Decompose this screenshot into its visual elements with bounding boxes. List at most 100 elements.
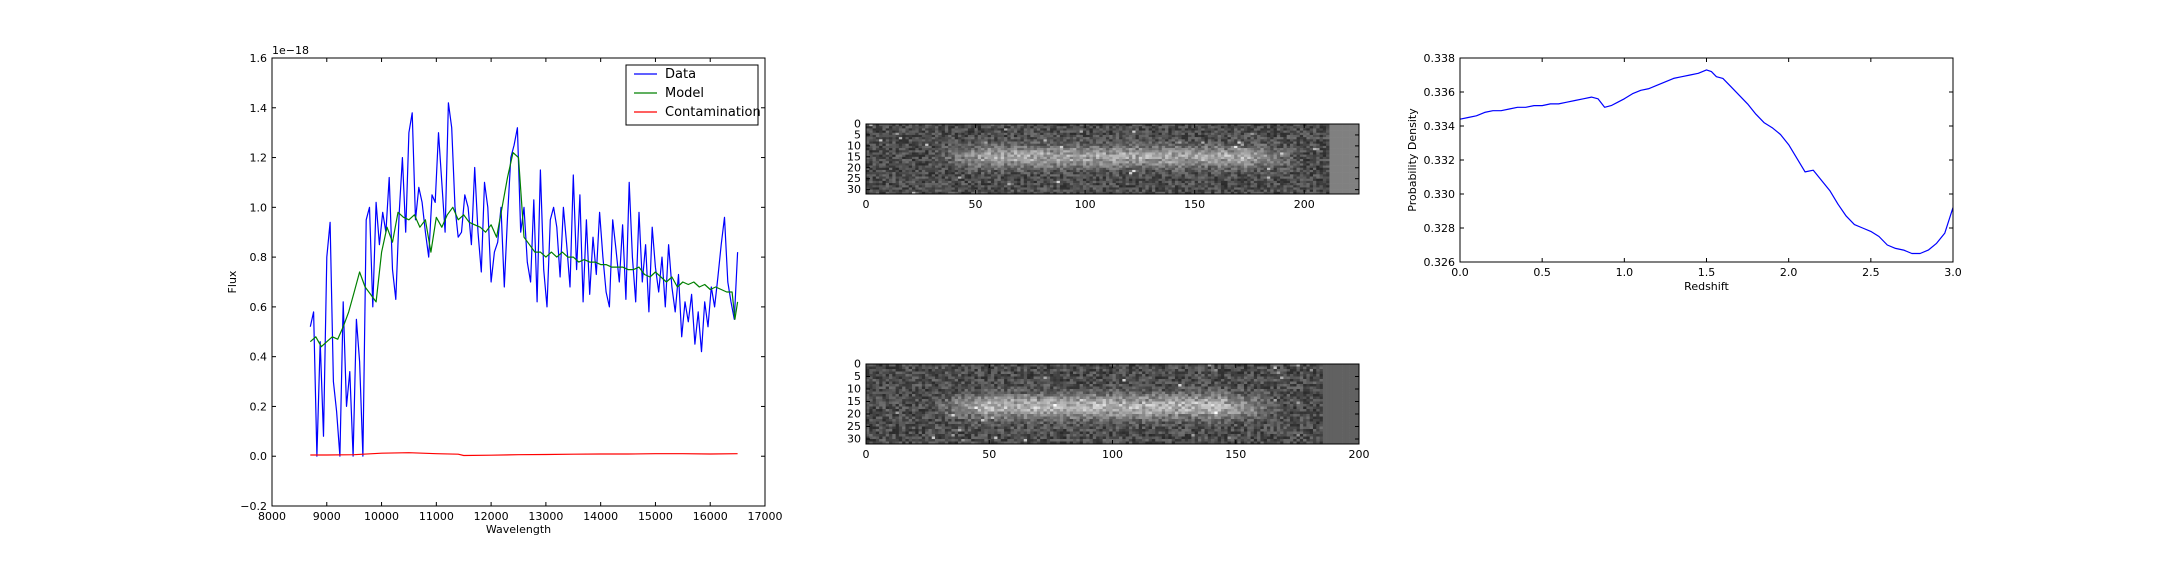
image-pixel <box>1185 163 1189 165</box>
image-pixel <box>1126 168 1130 170</box>
image-pixel <box>889 170 893 172</box>
image-pixel <box>1007 126 1011 128</box>
image-pixel <box>981 185 985 187</box>
image-pixel <box>1287 137 1291 139</box>
image-pixel <box>1228 177 1232 179</box>
image-pixel <box>1283 133 1287 135</box>
image-pixel <box>1297 133 1301 135</box>
image-pixel <box>1290 170 1294 172</box>
image-pixel <box>1001 137 1005 139</box>
image-pixel <box>1172 185 1176 187</box>
image-pixel <box>971 150 975 152</box>
image-pixel <box>1113 185 1117 187</box>
image-pixel <box>1191 144 1195 146</box>
image-pixel <box>1152 190 1156 192</box>
image-pixel <box>1352 163 1356 165</box>
image-pixel <box>1257 155 1261 157</box>
image-pixel <box>1106 133 1110 135</box>
image-pixel <box>1188 126 1192 128</box>
image-pixel <box>1254 139 1258 141</box>
image-pixel <box>1333 174 1337 176</box>
image-pixel <box>1293 168 1297 170</box>
image-pixel <box>1300 163 1304 165</box>
image-pixel <box>1349 170 1353 172</box>
image-pixel <box>1257 126 1261 128</box>
image-pixel <box>1195 190 1199 192</box>
image-pixel <box>1020 157 1024 159</box>
image-pixel <box>1254 185 1258 187</box>
image-pixel <box>1024 187 1028 189</box>
image-pixel <box>1231 163 1235 165</box>
image-pixel <box>1228 174 1232 176</box>
image-pixel <box>955 170 959 172</box>
image-pixel <box>1040 170 1044 172</box>
image-pixel <box>912 148 916 150</box>
image-pixel <box>912 144 916 146</box>
image-pixel <box>902 166 906 168</box>
image-pixel <box>1231 170 1235 172</box>
image-pixel <box>1126 157 1130 159</box>
image-pixel <box>1053 168 1057 170</box>
image-pixel <box>1126 144 1130 146</box>
image-pixel <box>951 142 955 144</box>
image-pixel <box>1060 170 1064 172</box>
image-pixel <box>1267 157 1271 159</box>
image-pixel <box>1159 150 1163 152</box>
image-pixel <box>1251 152 1255 154</box>
image-pixel <box>1037 170 1041 172</box>
image-pixel <box>1113 142 1117 144</box>
image-pixel <box>922 181 926 183</box>
image-pixel <box>1336 137 1340 139</box>
image-pixel <box>988 144 992 146</box>
image-pixel <box>1011 144 1015 146</box>
image-pixel <box>1172 155 1176 157</box>
image-pixel <box>1264 133 1268 135</box>
image-pixel <box>958 148 962 150</box>
image-pixel <box>1168 142 1172 144</box>
image-pixel <box>1320 170 1324 172</box>
image-pixel <box>925 177 929 179</box>
image-pixel <box>1349 126 1353 128</box>
image-pixel <box>958 177 962 179</box>
image-pixel <box>1080 172 1084 174</box>
image-pixel <box>1168 139 1172 141</box>
image-pixel <box>1024 144 1028 146</box>
image-pixel <box>1129 185 1133 187</box>
image-pixel <box>1050 185 1054 187</box>
image-pixel <box>919 142 923 144</box>
image-pixel <box>1339 181 1343 183</box>
image-pixel <box>1346 166 1350 168</box>
image-pixel <box>1303 133 1307 135</box>
image-pixel <box>1254 126 1258 128</box>
image-pixel <box>1024 133 1028 135</box>
image-pixel <box>1040 155 1044 157</box>
image-pixel <box>889 128 893 130</box>
image-pixel <box>1260 172 1264 174</box>
image-pixel <box>1106 172 1110 174</box>
image-pixel <box>991 190 995 192</box>
image-pixel <box>1198 190 1202 192</box>
image-pixel <box>1103 183 1107 185</box>
image-pixel <box>1234 174 1238 176</box>
image-pixel <box>1195 142 1199 144</box>
image-pixel <box>1155 190 1159 192</box>
image-pixel <box>1126 137 1130 139</box>
image-pixel <box>1126 133 1130 135</box>
image-pixel <box>1198 181 1202 183</box>
image-pixel <box>1099 139 1103 141</box>
image-pixel <box>1214 166 1218 168</box>
image-pixel <box>1136 126 1140 128</box>
image-pixel <box>1211 177 1215 179</box>
image-pixel <box>984 190 988 192</box>
image-pixel <box>971 187 975 189</box>
image-pixel <box>1208 159 1212 161</box>
image-pixel <box>1047 168 1051 170</box>
image-pixel <box>1303 187 1307 189</box>
image-pixel <box>1070 190 1074 192</box>
image-pixel <box>1043 146 1047 148</box>
image-pixel <box>1103 146 1107 148</box>
image-pixel <box>1096 146 1100 148</box>
image-pixel <box>1274 179 1278 181</box>
image-pixel <box>1136 133 1140 135</box>
image-pixel <box>1037 179 1041 181</box>
